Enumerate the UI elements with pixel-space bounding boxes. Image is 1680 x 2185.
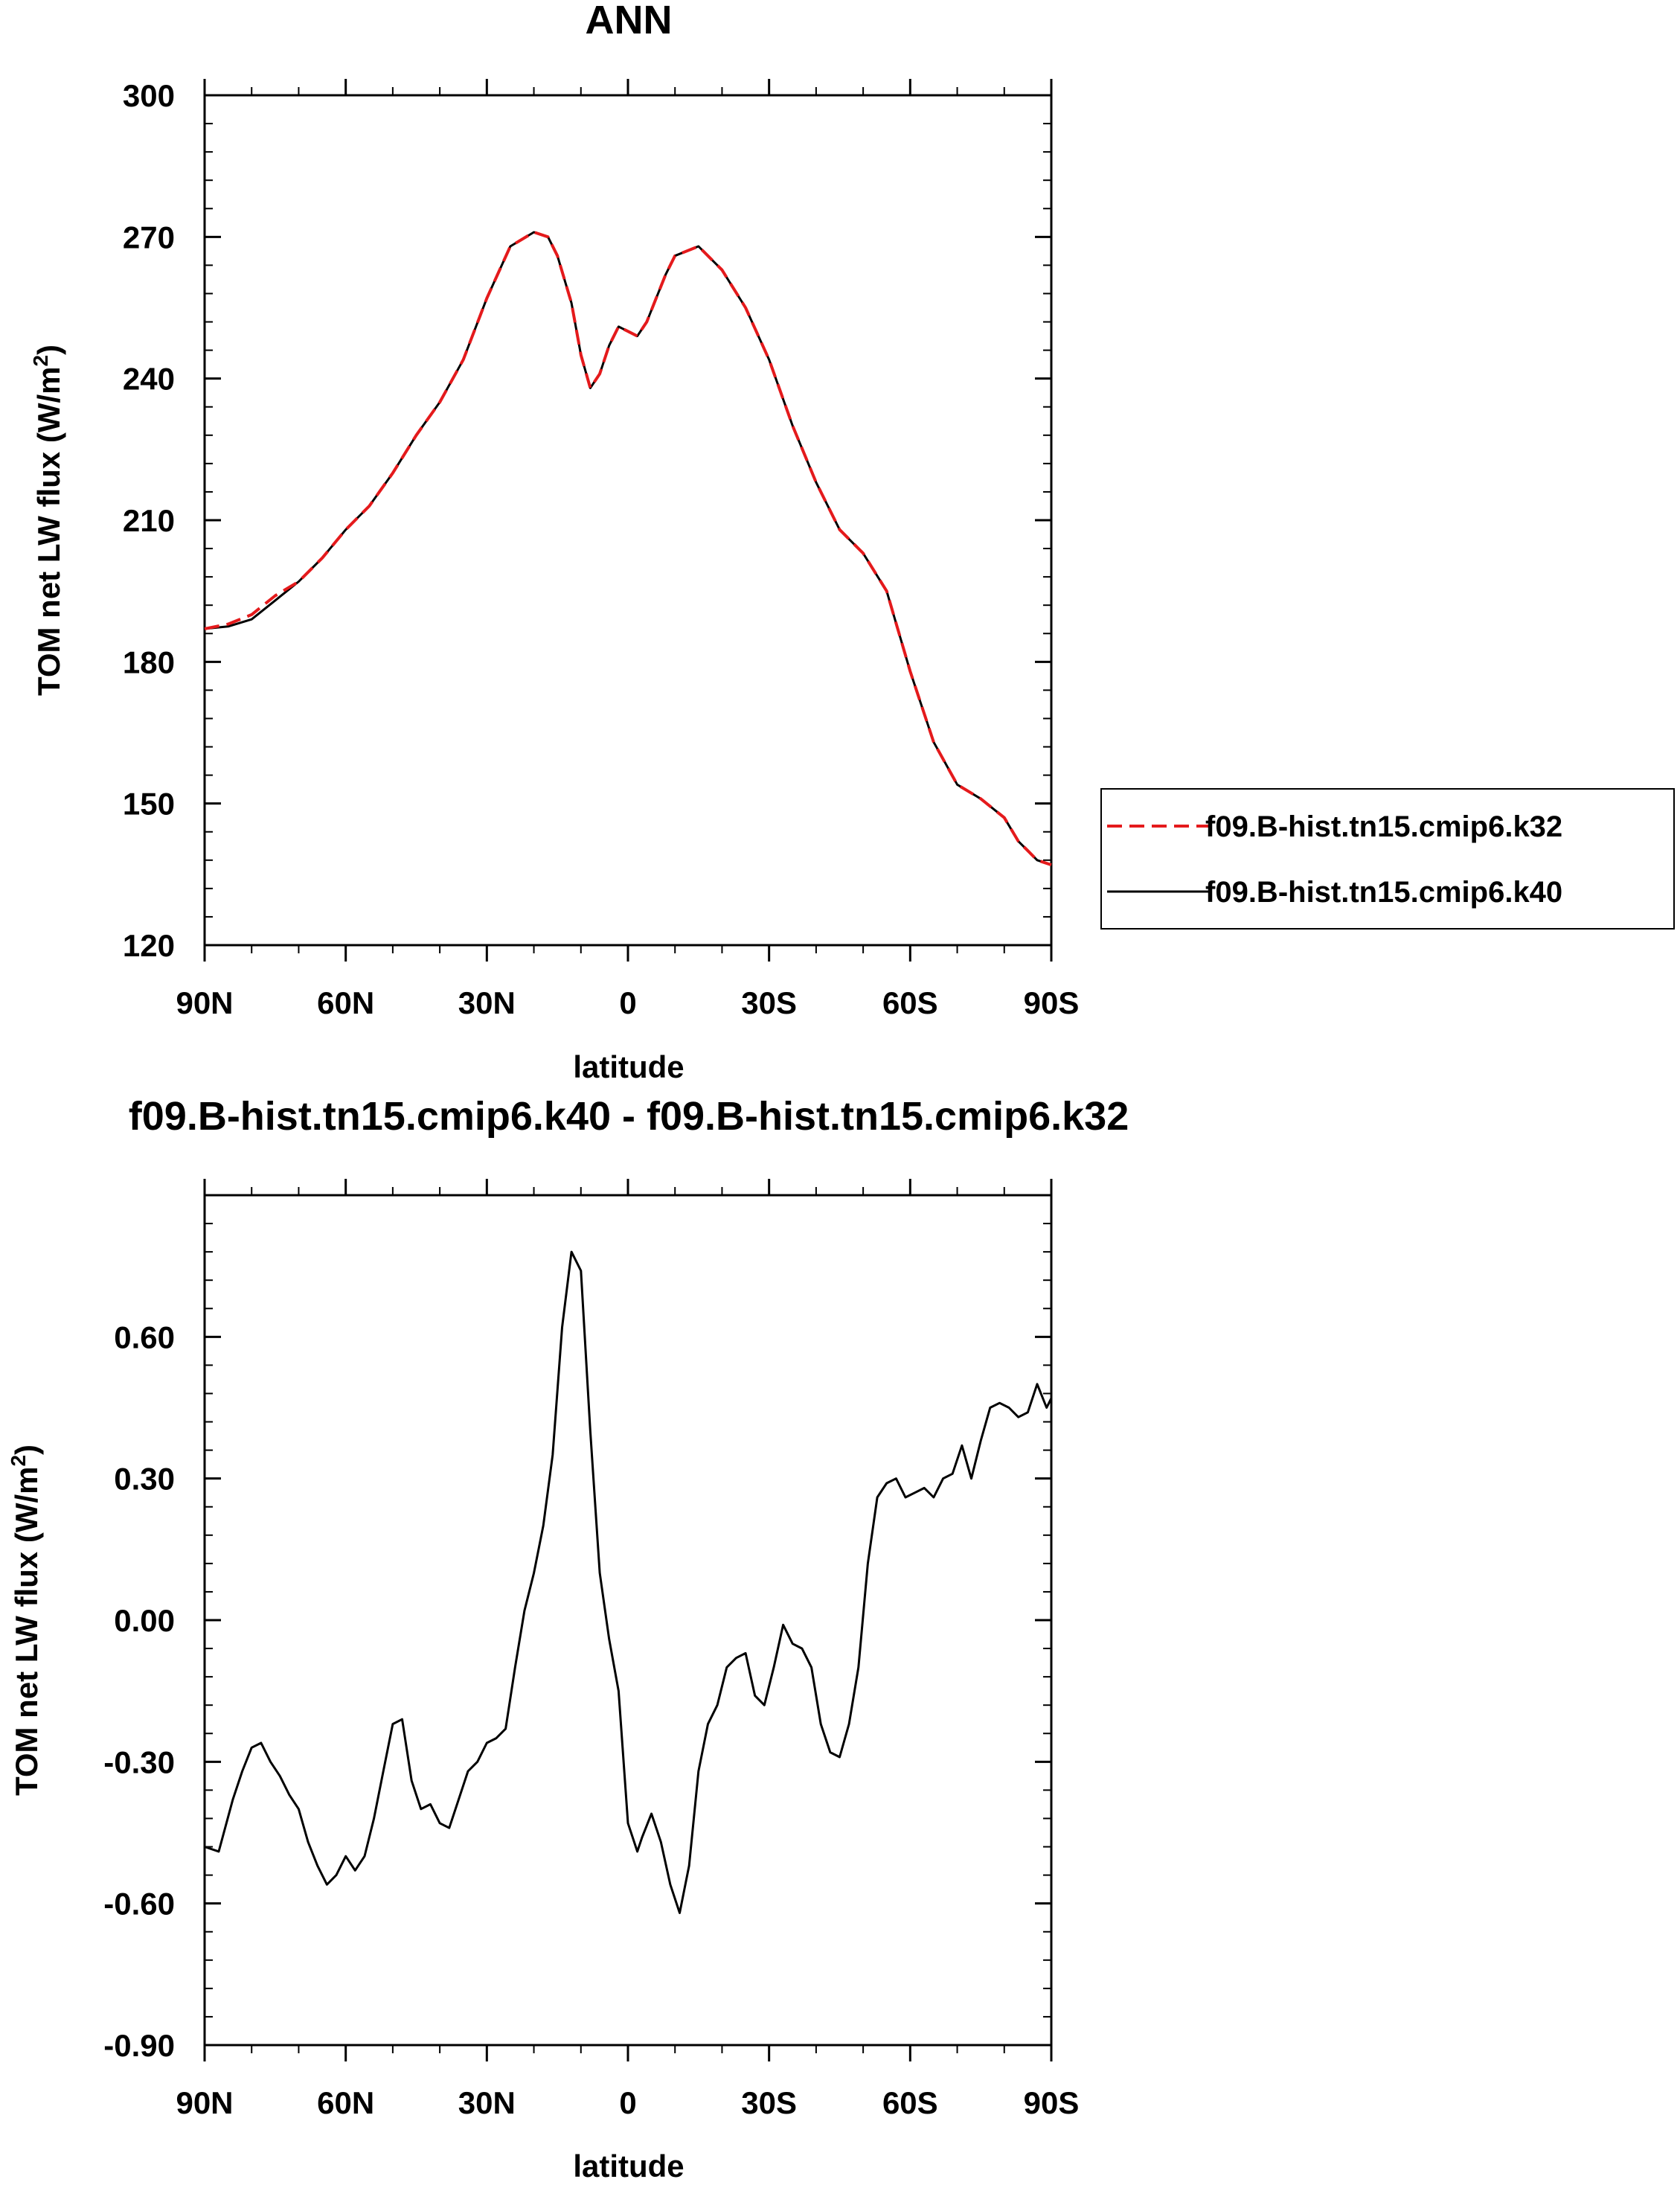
- bottom-y-axis-label: TOM net LW flux (W/m2): [7, 1445, 44, 1796]
- top-xtick-label: 90N: [176, 985, 233, 1020]
- top-series-line: [204, 231, 1052, 866]
- bot-ytick-label: -0.60: [103, 1887, 175, 1922]
- bot-xtick-label: 0: [619, 2085, 636, 2120]
- bottom-series-lines: [204, 1250, 1053, 1914]
- top-ytick-label: 120: [123, 928, 175, 963]
- top-xtick-label: 30N: [458, 985, 516, 1020]
- top-plot-frame: [203, 94, 1053, 947]
- top-series-line: [204, 231, 1052, 866]
- top-ytick-label: 210: [123, 503, 175, 538]
- bot-xtick-label: 90N: [176, 2085, 233, 2120]
- bot-xtick-label: 30N: [458, 2085, 516, 2120]
- top-ytick-label: 240: [123, 362, 175, 397]
- top-ytick-label: 270: [123, 220, 175, 255]
- top-y-axis: 120 150 180 210 240 270 300: [123, 78, 1051, 963]
- bot-series-line: [204, 1250, 1053, 1914]
- bottom-x-axis-label: latitude: [573, 2149, 684, 2184]
- top-x-axis: 90N 60N 30N 0 30S 60S 90S: [176, 79, 1079, 1020]
- top-xtick-label: 30S: [741, 985, 797, 1020]
- top-series-lines: [204, 231, 1052, 866]
- bot-xtick-label: 60S: [882, 2085, 938, 2120]
- bottom-plot-frame: [203, 1194, 1053, 2047]
- bot-ytick-label: -0.30: [103, 1744, 175, 1779]
- legend-box: [1100, 788, 1675, 930]
- top-chart-title: ANN: [586, 0, 673, 42]
- top-y-axis-label: TOM net LW flux (W/m2): [29, 345, 66, 696]
- bottom-chart-title: f09.B-hist.tn15.cmip6.k40 - f09.B-hist.t…: [129, 1094, 1129, 1139]
- bot-xtick-label: 90S: [1024, 2085, 1080, 2120]
- top-xtick-label: 90S: [1024, 985, 1080, 1020]
- top-ytick-label: 150: [123, 787, 175, 822]
- bot-ytick-label: 0.30: [114, 1462, 175, 1497]
- legend-label-k32: f09.B-hist.tn15.cmip6.k32: [1205, 810, 1562, 843]
- bottom-x-axis: 90N 60N 30N 0 30S 60S 90S: [176, 1179, 1079, 2120]
- bot-ytick-label: -0.90: [103, 2028, 175, 2063]
- bottom-y-axis: -0.90 -0.60 -0.30 0.00 0.30 0.60: [103, 1194, 1051, 2063]
- top-ytick-label: 180: [123, 644, 175, 679]
- bot-ytick-label: 0.00: [114, 1603, 175, 1638]
- top-xtick-label: 0: [619, 985, 636, 1020]
- bot-xtick-label: 30S: [741, 2085, 797, 2120]
- top-x-axis-label: latitude: [573, 1049, 684, 1084]
- legend-label-k40: f09.B-hist.tn15.cmip6.k40: [1205, 876, 1562, 909]
- top-xtick-label: 60N: [317, 985, 374, 1020]
- top-panel: ANN 120 150 180 210 240 270 300 90N 60N 30N 0 30S 6…: [29, 0, 1675, 1084]
- bot-ytick-label: 0.60: [114, 1319, 175, 1354]
- top-xtick-label: 60S: [882, 985, 938, 1020]
- legend: f09.B-hist.tn15.cmip6.k32 f09.B-hist.tn1…: [1100, 788, 1675, 930]
- bottom-panel: f09.B-hist.tn15.cmip6.k40 - f09.B-hist.t…: [7, 1094, 1129, 2184]
- top-ytick-label: 300: [123, 78, 175, 113]
- bot-xtick-label: 60N: [317, 2085, 374, 2120]
